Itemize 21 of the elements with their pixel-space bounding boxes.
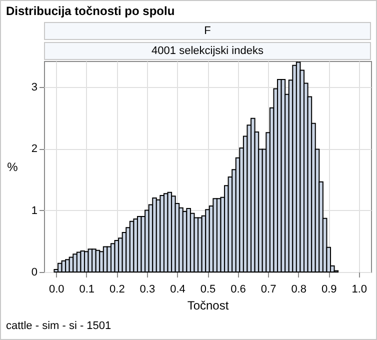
chart-subtitle: F	[44, 22, 371, 40]
x-tick-label: 0.6	[230, 284, 246, 296]
y-tick-label: 1	[31, 204, 38, 217]
x-tick-label: 0.2	[110, 284, 125, 296]
text: 4001 selekcijski indeks	[44, 42, 371, 60]
chart-title: Distribucija točnosti po spolu	[6, 4, 175, 18]
x-tick-label: 0.3	[140, 284, 156, 296]
y-axis-title: %	[7, 160, 18, 174]
x-tick-label: 0.5	[200, 284, 216, 296]
y-tick-label: 0	[31, 266, 38, 278]
x-tick-label: 0.1	[79, 284, 95, 296]
x-tick-label: 1.0	[352, 284, 368, 296]
y-tick-label: 2	[31, 143, 38, 156]
x-axis-title: Točnost	[187, 298, 230, 312]
x-tick-label: 0.4	[170, 284, 186, 296]
text: cattle - sim - si - 1501	[6, 320, 112, 332]
x-tick-label: 0.8	[291, 284, 306, 296]
x-tick-label: 0.7	[260, 284, 276, 296]
x-tick-label: 0.9	[321, 284, 337, 296]
y-tick-label: 3	[31, 81, 38, 94]
x-tick-label: 0.0	[48, 284, 64, 296]
